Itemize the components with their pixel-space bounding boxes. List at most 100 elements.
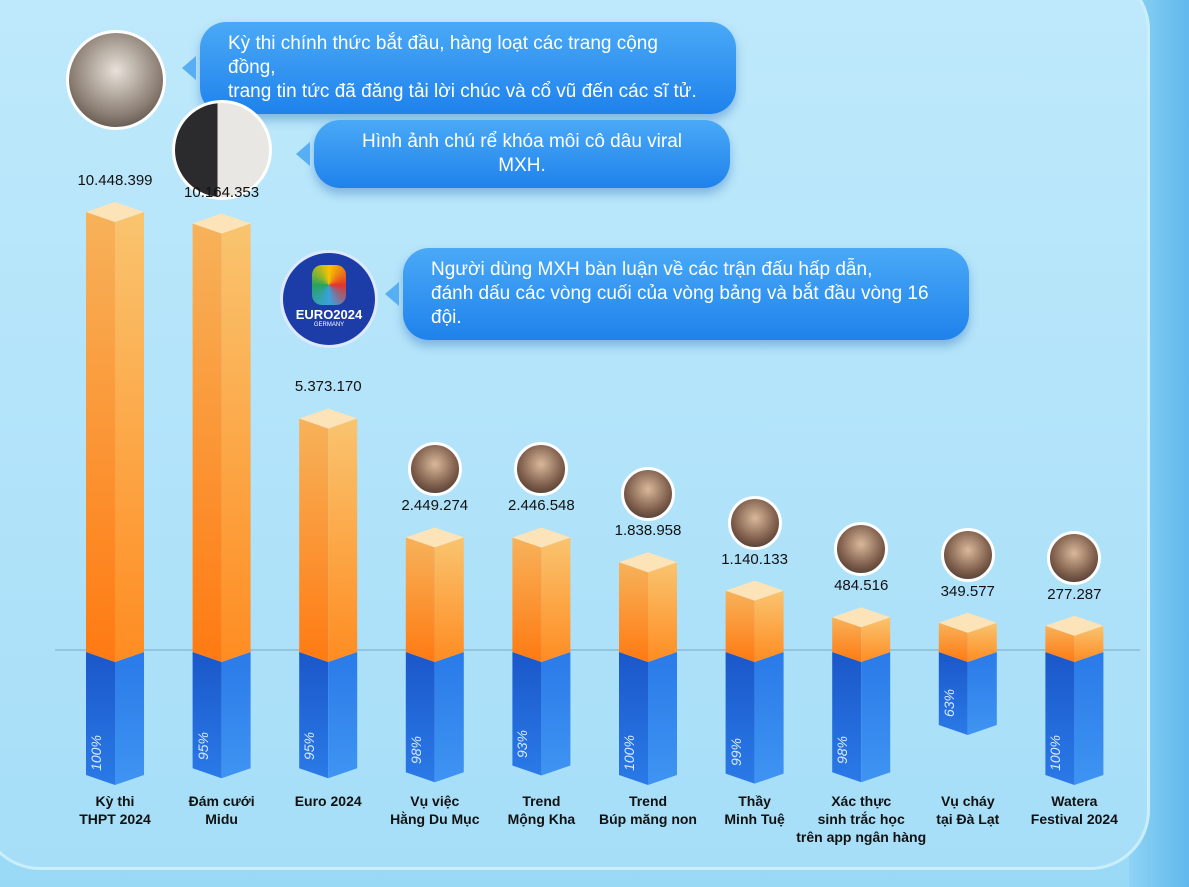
bar-upper-left-face <box>619 562 648 662</box>
percent-label: 95% <box>301 732 318 761</box>
value-label: 10.164.353 <box>184 183 260 201</box>
category-label-line: Minh Tuệ <box>724 811 785 827</box>
bar-upper-right-face <box>328 418 358 662</box>
percent-label: 100% <box>621 735 637 771</box>
value-label: 277.287 <box>1047 585 1102 603</box>
value-label: 1.140.133 <box>721 550 788 568</box>
bar-top-face <box>299 408 358 429</box>
callout-thpt: Kỳ thi chính thức bắt đầu, hàng loạt các… <box>182 22 736 114</box>
bar-upper-left-face <box>192 223 222 662</box>
percent-label: 98% <box>834 736 851 765</box>
category-label-line: sinh trắc học <box>817 811 905 827</box>
percent-label: 100% <box>1047 735 1064 771</box>
category-label-line: Đám cưới <box>188 793 255 809</box>
bar-lower-right-face <box>328 652 358 779</box>
topic-photo <box>407 442 462 497</box>
callout-pointer <box>385 282 399 306</box>
bar-top-face <box>938 612 997 633</box>
bar-lower-right-face <box>967 652 997 736</box>
category-label-line: Watera <box>1051 793 1098 809</box>
value-label: 5.373.170 <box>294 378 362 396</box>
bar-lower-left-face <box>192 652 222 779</box>
bar-upper-right-face <box>967 622 997 662</box>
bar-top-face <box>512 527 571 548</box>
bar-lower-left-face <box>86 652 115 785</box>
category-label-line: THPT 2024 <box>79 811 151 827</box>
bar-lower-left-face <box>512 652 542 776</box>
photo-thpt <box>66 30 166 130</box>
category-label-line: Hằng Du Mục <box>390 811 480 827</box>
percent-label: 63% <box>940 689 957 718</box>
category-label: Thầy Minh Tuệ <box>680 792 830 828</box>
bar-lower-right-face <box>434 652 464 783</box>
logo-text: EURO2024 <box>295 307 363 322</box>
bar-upper-left-face <box>405 537 435 662</box>
bar-lower-left-face <box>405 652 435 783</box>
category-label-line: Euro 2024 <box>294 793 362 809</box>
bar-lower-left-face <box>938 652 968 736</box>
callout-midu: Hình ảnh chú rể khóa môi cô dâu viral MX… <box>296 120 730 188</box>
callout-line: Người dùng MXH bàn luận về các trận đấu … <box>431 259 873 280</box>
bar-upper-left-face <box>299 418 329 662</box>
category-label-line: Búp măng non <box>599 811 697 827</box>
bar-upper-right-face <box>754 590 784 662</box>
percent-label: 100% <box>88 735 104 771</box>
category-label: Kỳ thi THPT 2024 <box>40 792 190 828</box>
category-label: Watera Festival 2024 <box>999 792 1149 828</box>
category-label: Euro 2024 <box>253 792 403 810</box>
category-label-line: Mộng Kha <box>507 811 576 827</box>
logo-emblem <box>312 265 346 305</box>
bar-top-face <box>192 213 251 234</box>
bar-top-face <box>725 580 784 601</box>
callout-pointer <box>296 142 310 166</box>
category-label-line: Kỳ thi <box>95 793 135 809</box>
bar-lower-left-face <box>725 652 755 784</box>
bar-top-face <box>86 202 144 222</box>
bar-lower-right-face <box>115 652 144 785</box>
logo-subtext: GERMANY <box>313 322 345 328</box>
callout-euro: Người dùng MXH bàn luận về các trận đấu … <box>385 248 969 340</box>
percent-label: 93% <box>514 729 531 758</box>
topic-photo <box>727 495 782 550</box>
bar-upper-right-face <box>861 617 891 662</box>
bar-upper-left-face <box>832 617 862 662</box>
bar-lower-right-face <box>861 652 891 783</box>
category-label-line: Thầy <box>738 793 771 809</box>
callout-pointer <box>182 56 196 80</box>
bar-upper-right-face <box>648 562 677 662</box>
bar-lower-left-face <box>832 652 862 783</box>
category-label-line: Vụ cháy <box>940 793 995 809</box>
category-label: Vụ việc Hằng Du Mục <box>360 792 510 828</box>
category-label-line: Xác thực <box>831 793 892 809</box>
category-label: Đám cưới Midu <box>147 792 297 828</box>
bar-upper-right-face <box>1074 625 1104 662</box>
bar-upper-right-face <box>115 212 144 662</box>
bar-top-face <box>405 527 464 548</box>
bar-lower-right-face <box>648 652 677 785</box>
bar-top-face <box>832 607 891 628</box>
callout-line: đánh dấu các vòng cuối của vòng bảng và … <box>431 283 929 328</box>
topic-photo <box>514 442 569 497</box>
category-label-line: Trend <box>628 793 668 809</box>
value-label: 2.446.548 <box>508 497 575 515</box>
value-label: 1.838.958 <box>614 522 682 540</box>
bar-upper-left-face <box>1045 625 1075 662</box>
category-label: Vụ cháy tại Đà Lạt <box>893 792 1043 828</box>
value-label: 349.577 <box>940 582 995 600</box>
value-label: 2.449.274 <box>401 497 469 515</box>
bar-top-face <box>1045 615 1104 636</box>
category-label-line: tại Đà Lạt <box>936 811 1000 827</box>
percent-label: 99% <box>727 737 744 766</box>
percent-label: 95% <box>194 732 211 761</box>
bar-lower-right-face <box>754 652 784 784</box>
bar-lower-right-face <box>221 652 251 779</box>
topic-photo <box>1047 530 1102 585</box>
value-label: 10.448.399 <box>77 172 153 189</box>
category-label-line: Midu <box>205 811 238 827</box>
category-label-line: Trend <box>522 793 561 809</box>
euro-2024-logo: EURO2024 GERMANY <box>280 250 378 348</box>
topic-photo <box>940 527 995 582</box>
callout-line: Kỳ thi chính thức bắt đầu, hàng loạt các… <box>228 33 658 78</box>
